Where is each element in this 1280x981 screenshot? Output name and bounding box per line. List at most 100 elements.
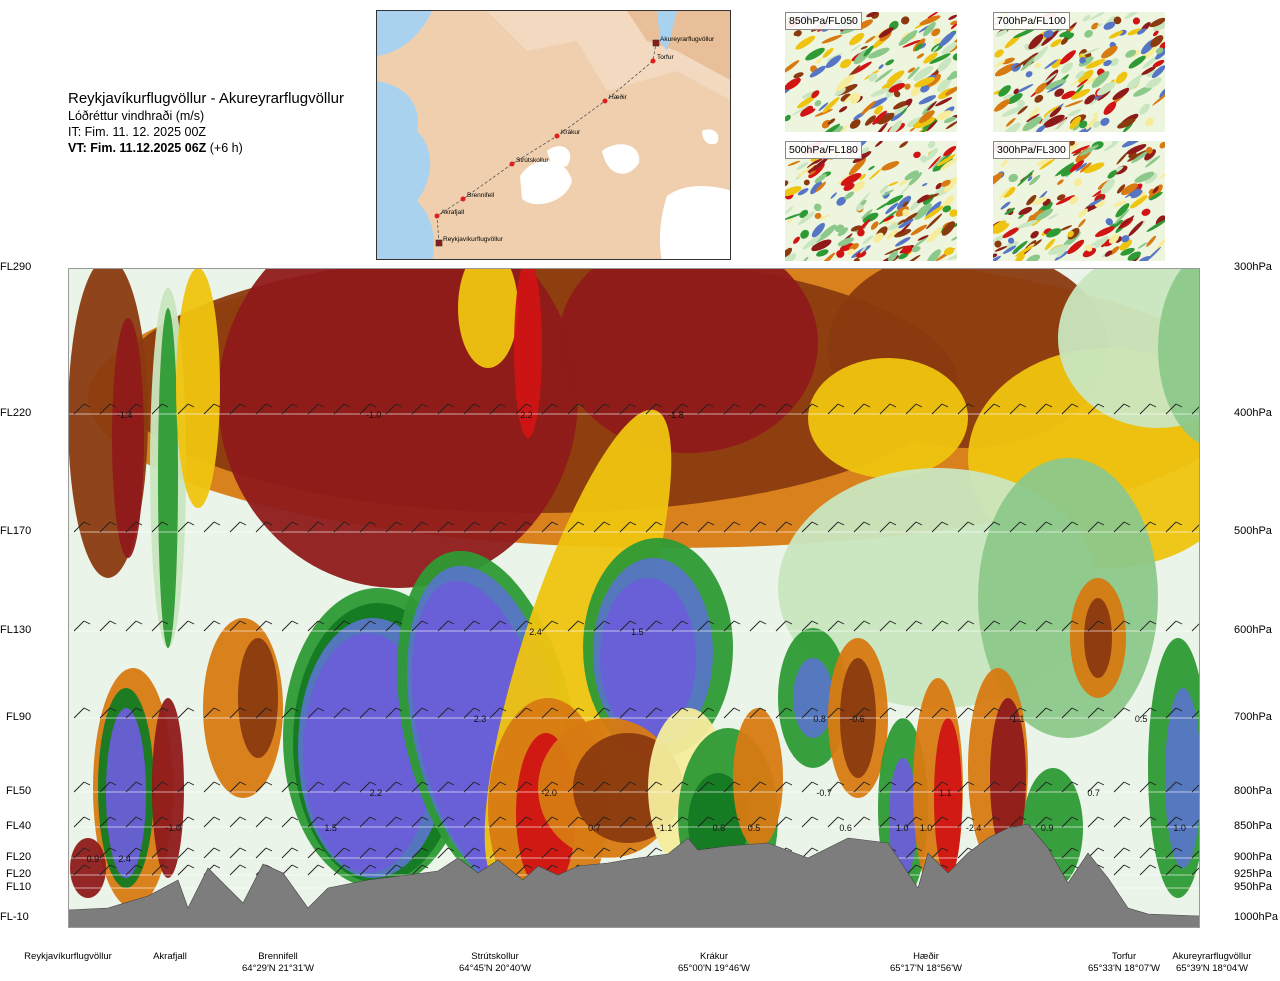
wind-barb [515,521,533,533]
wind-barb [1113,816,1131,828]
wind-barb [177,816,195,828]
field-cell [1165,688,1201,868]
wind-barb [359,403,377,415]
route-map-canvas: Akureyrarflugvöllur Torfur Hæðir Krákur Strú… [377,11,730,259]
wind-barb [957,816,975,828]
field-cell [106,708,146,878]
wind-barb [307,620,325,632]
wind-barb [645,620,663,632]
wind-barb [411,403,429,415]
waypoint-coord: 64°29'N 21°31'W [242,963,314,974]
thumbnail-label: 300hPa/FL300 [993,141,1070,159]
wind-barb [905,620,923,632]
wind-barb [281,403,299,415]
wind-barb [463,521,481,533]
wind-barb [645,707,663,719]
route-point-label: Torfur [657,54,674,61]
wind-barb [541,403,559,415]
wind-barb [957,781,975,793]
wind-barb [567,781,585,793]
wind-barb [1035,816,1053,828]
wind-barb [1087,403,1105,415]
wind-barb [671,620,689,632]
wind-barb [1035,403,1053,415]
waypoint-name: Brennifell [258,951,298,962]
terrain-profile [67,823,1201,929]
waypoint-name: Strútskollur [471,951,519,962]
route-point: Torfur [650,54,674,64]
value-label: -1.1 [657,823,673,833]
wind-barb [905,781,923,793]
wind-barb [619,781,637,793]
wind-barb [1113,521,1131,533]
wind-barb [697,521,715,533]
thumbnail-300hpa[interactable]: 300hPa/FL300 [993,141,1165,261]
route-point: Akureyrarflugvöllur [652,36,715,47]
wind-barb [125,521,143,533]
wind-barb [775,816,793,828]
wind-barb [73,781,91,793]
wind-barb [359,864,377,876]
wind-barb [593,707,611,719]
thumbnail-image [993,141,1165,261]
thumbnail-label: 850hPa/FL050 [785,12,862,30]
wind-barb [567,403,585,415]
wind-barb [567,847,585,859]
value-label: -0.7 [816,788,832,798]
wind-barb [333,403,351,415]
route-point: Akrafjall [434,209,465,219]
thumbnail-700hpa[interactable]: 700hPa/FL100 [993,12,1165,132]
wind-barb [515,864,533,876]
wind-barb [73,620,91,632]
wind-barb [1139,521,1157,533]
wind-barb [1009,521,1027,533]
flight-level-tick: FL290 [0,261,32,273]
pressure-tick: 400hPa [1234,407,1272,419]
wind-barb [723,781,741,793]
wind-barb [931,781,949,793]
wind-barb [99,521,117,533]
flight-level-tick: FL170 [0,525,32,537]
wind-barb [73,403,91,415]
wind-barb [307,521,325,533]
value-label: 1.5 [631,627,644,637]
wind-barb [151,816,169,828]
wind-barb [1165,707,1183,719]
wind-barb [489,707,507,719]
wind-barb [931,847,949,859]
value-label: 2.2 [520,410,533,420]
wind-barb [359,781,377,793]
wind-barb [801,620,819,632]
waypoint-label: Akrafjall [110,951,230,963]
route-point: Brennifell [460,192,495,202]
wind-barb [879,707,897,719]
wind-barb [775,781,793,793]
wind-barb [307,864,325,876]
wind-barb [619,521,637,533]
wind-barb [1087,707,1105,719]
wind-barb [801,521,819,533]
flight-level-tick: FL10 [6,881,32,893]
wind-barb [99,816,117,828]
route-point: Krákur [554,129,581,139]
wind-barb [905,847,923,859]
waypoint-name: Torfur [1111,951,1137,962]
thumbnail-850hpa[interactable]: 850hPa/FL050 [785,12,957,132]
wind-barb [931,403,949,415]
wind-barb [853,781,871,793]
thumbnail-500hpa[interactable]: 500hPa/FL180 [785,141,957,261]
wind-barb [255,620,273,632]
cross-section-svg: -1.4 -1.0 2.2 -1.8 2.4 1.5 2.3 0.8 -0.6 -1.1 0.5 2.… [67,208,1280,929]
wind-barb [229,847,247,859]
flight-level-tick: FL50 [6,785,32,797]
plot-frame [68,268,1200,928]
wind-barb [463,707,481,719]
route-point-label: Akrafjall [441,209,465,216]
wind-barb [853,403,871,415]
wind-barb [853,620,871,632]
value-label: 0.9 [1041,823,1054,833]
wind-barb [203,781,221,793]
value-label: 0.7 [1087,788,1100,798]
wind-barb [255,847,273,859]
wind-barb [281,847,299,859]
